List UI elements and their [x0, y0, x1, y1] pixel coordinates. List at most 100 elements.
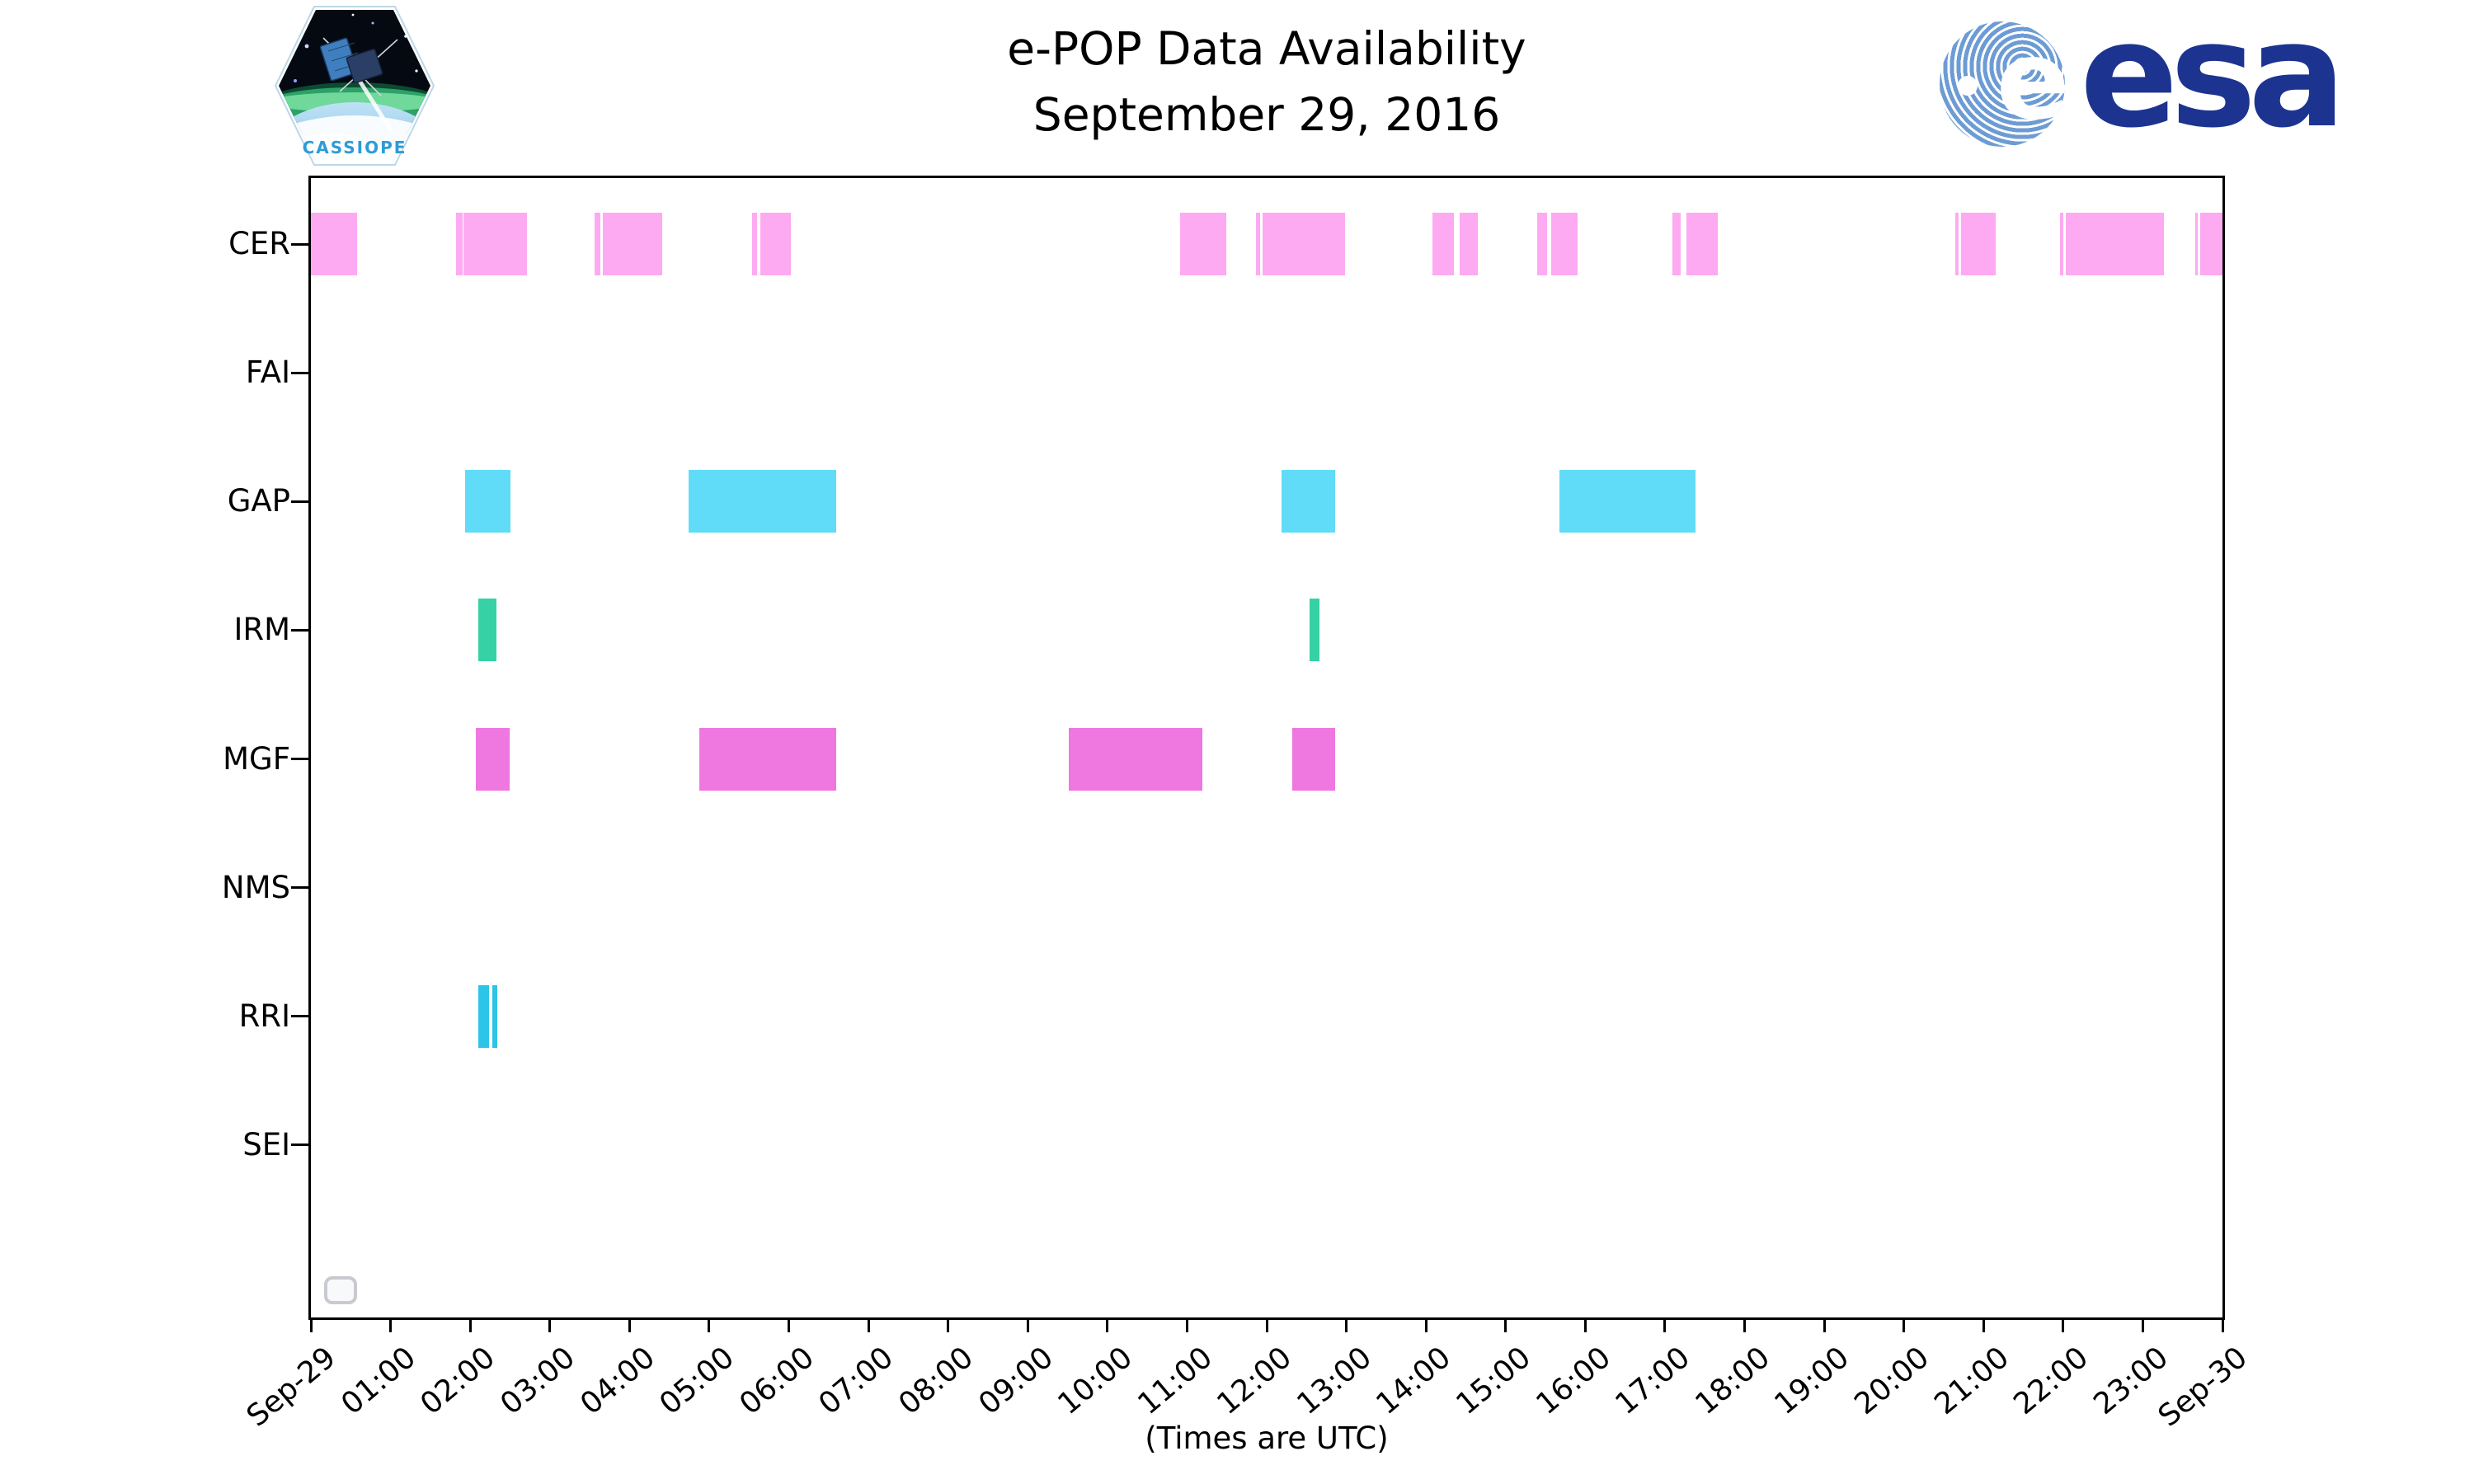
x-tick: [1185, 1317, 1188, 1332]
availability-bar-CER: [311, 213, 358, 275]
x-tick: [1345, 1317, 1348, 1332]
availability-bar-CER: [1961, 213, 1996, 275]
x-tick-label: 09:00: [971, 1341, 1060, 1422]
availability-bar-RRI: [477, 984, 490, 1048]
availability-bar-MGF: [1068, 727, 1202, 791]
availability-bar-CER: [2059, 213, 2063, 275]
cassiope-logo: CASSIOPE: [274, 6, 435, 166]
x-tick: [1106, 1317, 1109, 1332]
availability-bar-CER: [1955, 213, 1959, 275]
row-label-CER: CER: [228, 226, 290, 261]
availability-bar-CER: [463, 213, 527, 275]
x-tick-label: 21:00: [1927, 1341, 2015, 1422]
x-tick: [708, 1317, 711, 1332]
chart-title: e-POP Data Availability September 29, 20…: [308, 16, 2225, 148]
availability-bar-RRI: [492, 984, 497, 1048]
availability-bar-CER: [752, 213, 757, 275]
availability-bar-CER: [1179, 213, 1226, 275]
x-tick: [309, 1317, 313, 1332]
satellite-icon: [319, 37, 398, 132]
y-tick: [291, 886, 308, 890]
esa-logo: e esa: [1940, 3, 2346, 150]
esa-wordmark: esa: [2080, 0, 2346, 160]
x-tick: [867, 1317, 870, 1332]
x-tick-label: 11:00: [1131, 1341, 1219, 1422]
y-tick: [291, 242, 308, 246]
availability-bar-CER: [1672, 213, 1681, 275]
row-label-NMS: NMS: [221, 869, 290, 905]
availability-bar-CER: [2199, 213, 2222, 275]
esa-globe-dot: [1958, 76, 1978, 96]
x-tick-label: 05:00: [653, 1341, 741, 1422]
x-tick-label: 13:00: [1291, 1341, 1378, 1422]
plot-area: Sep-29 01:00 02:00 03:00 04:00 05:00 06:00 07:0…: [241, 176, 2254, 1434]
x-tick-label: 10:00: [1051, 1341, 1140, 1422]
availability-bar-MGF: [475, 727, 510, 791]
x-tick: [1265, 1317, 1268, 1332]
x-tick-label: 22:00: [2007, 1341, 2095, 1422]
x-tick: [1424, 1317, 1427, 1332]
x-tick: [1504, 1317, 1507, 1332]
x-tick: [1982, 1317, 1985, 1332]
x-tick-label: 01:00: [335, 1341, 422, 1422]
x-tick-label: 17:00: [1609, 1341, 1697, 1422]
availability-bar-CER: [603, 213, 662, 275]
x-tick-label: Sep-30: [2152, 1341, 2255, 1434]
title-line1: e-POP Data Availability: [1007, 22, 1526, 75]
esa-globe-icon: e: [1940, 21, 2065, 147]
cassiope-label: CASSIOPE: [303, 138, 407, 157]
availability-bar-IRM: [477, 599, 497, 662]
x-tick-label: 18:00: [1689, 1341, 1776, 1422]
x-tick-label: 20:00: [1848, 1341, 1936, 1422]
x-tick: [788, 1317, 790, 1332]
x-tick: [468, 1317, 472, 1332]
x-tick-label: 19:00: [1768, 1341, 1856, 1422]
x-tick-label: 14:00: [1370, 1341, 1458, 1422]
row-label-GAP: GAP: [227, 483, 290, 519]
x-tick: [947, 1317, 950, 1332]
availability-bar-GAP: [1282, 470, 1336, 533]
title-line2: September 29, 2016: [1032, 87, 1501, 141]
availability-bar-CER: [1537, 213, 1547, 275]
row-label-MGF: MGF: [223, 740, 290, 777]
x-tick: [1663, 1317, 1667, 1332]
availability-bar-GAP: [465, 470, 511, 533]
y-tick: [291, 1144, 308, 1147]
availability-bar-CER: [1256, 213, 1261, 275]
x-tick-label: 04:00: [573, 1341, 661, 1422]
x-tick: [1583, 1317, 1587, 1332]
y-tick: [291, 1015, 308, 1018]
availability-bar-CER: [1686, 213, 1718, 275]
availability-bar-CER: [1432, 213, 1454, 275]
availability-bar-IRM: [1310, 599, 1319, 662]
y-tick: [291, 628, 308, 632]
availability-bar-CER: [455, 213, 463, 275]
x-tick-label: 15:00: [1450, 1341, 1538, 1422]
availability-bar-CER: [1459, 213, 1478, 275]
availability-bar-MGF: [699, 727, 837, 791]
legend-box: [324, 1276, 357, 1304]
availability-bar-CER: [2065, 213, 2165, 275]
x-tick: [389, 1317, 393, 1332]
availability-bar-CER: [760, 213, 792, 275]
x-tick-label: 12:00: [1211, 1341, 1299, 1422]
availability-bar-MGF: [1291, 727, 1336, 791]
x-tick: [548, 1317, 552, 1332]
axis-caption: (Times are UTC): [1145, 1421, 1389, 1456]
row-label-IRM: IRM: [233, 612, 290, 648]
row-label-RRI: RRI: [238, 998, 290, 1034]
x-tick-label: 08:00: [892, 1341, 981, 1422]
x-tick-label: Sep-29: [240, 1341, 343, 1434]
esa-globe-e: e: [1996, 21, 2065, 144]
availability-bar-GAP: [1559, 470, 1696, 533]
x-tick: [2221, 1317, 2224, 1332]
y-tick: [291, 500, 308, 503]
x-tick: [1743, 1317, 1746, 1332]
x-tick: [1903, 1317, 1906, 1332]
x-tick: [1823, 1317, 1826, 1332]
availability-bar-CER: [1550, 213, 1578, 275]
availability-bar-CER: [594, 213, 600, 275]
x-tick-label: 06:00: [733, 1341, 821, 1422]
x-tick-label: 07:00: [812, 1341, 901, 1422]
x-tick: [1026, 1317, 1029, 1332]
